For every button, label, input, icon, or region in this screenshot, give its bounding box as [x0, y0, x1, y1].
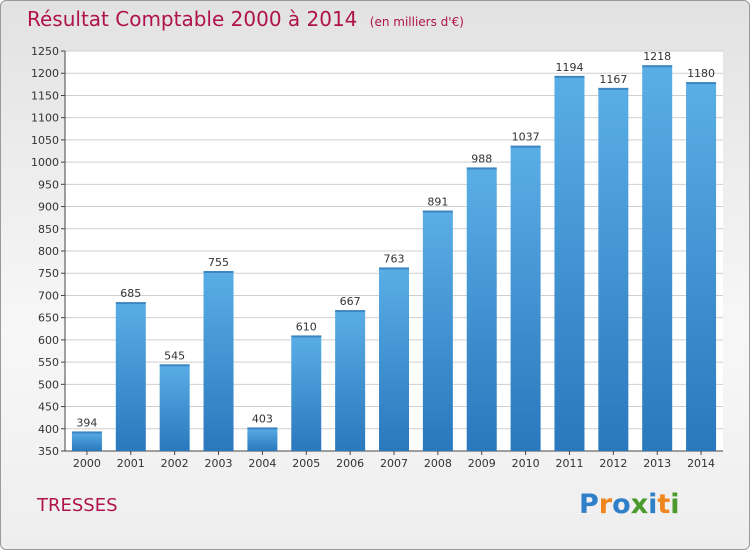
logo-letter: i — [648, 489, 658, 520]
title-unit: (en milliers d'€) — [369, 15, 464, 29]
y-tick-label: 400 — [38, 423, 59, 436]
bar-top-edge — [554, 75, 585, 78]
data-label: 1218 — [643, 50, 671, 63]
data-label: 1194 — [555, 61, 583, 74]
data-label: 403 — [252, 412, 273, 425]
y-tick-label: 800 — [38, 245, 59, 258]
data-label: 755 — [208, 256, 229, 269]
y-tick-label: 1100 — [31, 112, 59, 125]
x-tick-label: 2006 — [336, 457, 364, 470]
x-tick-label: 2008 — [424, 457, 452, 470]
x-tick-label: 2003 — [205, 457, 233, 470]
y-tick-label: 1200 — [31, 67, 59, 80]
data-label: 394 — [76, 416, 97, 429]
data-label: 763 — [384, 252, 405, 265]
bar-top-edge — [71, 431, 102, 434]
bar-top-edge — [422, 210, 453, 213]
bar — [379, 267, 409, 451]
data-label: 685 — [120, 287, 141, 300]
chart-title: Résultat Comptable 2000 à 2014 (en milli… — [27, 7, 464, 31]
bar — [159, 364, 190, 451]
y-tick-label: 1150 — [31, 89, 59, 102]
bar-top-edge — [291, 335, 322, 338]
bar-top-edge — [379, 267, 409, 270]
x-tick-label: 2004 — [248, 457, 276, 470]
data-label: 988 — [471, 152, 492, 165]
bar-top-edge — [466, 167, 497, 170]
data-label: 545 — [164, 349, 185, 362]
y-tick-label: 500 — [38, 378, 59, 391]
x-tick-label: 2010 — [512, 457, 540, 470]
y-tick-label: 1000 — [31, 156, 59, 169]
y-tick-label: 350 — [38, 445, 59, 458]
logo-letter: t — [657, 489, 671, 520]
data-label: 667 — [340, 295, 361, 308]
x-tick-label: 2000 — [73, 457, 101, 470]
y-tick-label: 900 — [38, 201, 59, 214]
bar — [510, 145, 541, 451]
y-tick-label: 750 — [38, 267, 59, 280]
bar-top-edge — [510, 145, 541, 148]
y-tick-label: 1250 — [31, 45, 59, 58]
logo-letter: i — [670, 489, 680, 520]
x-tick-label: 2013 — [643, 457, 671, 470]
x-tick-label: 2002 — [161, 457, 189, 470]
x-tick-label: 2007 — [380, 457, 408, 470]
bar — [335, 310, 366, 451]
y-tick-label: 850 — [38, 223, 59, 236]
bar-top-edge — [598, 87, 629, 90]
bar — [598, 87, 629, 451]
bar — [642, 65, 673, 451]
data-label: 891 — [427, 196, 448, 209]
y-tick-label: 550 — [38, 356, 59, 369]
bar — [115, 302, 146, 451]
x-tick-label: 2005 — [292, 457, 320, 470]
bar — [247, 427, 278, 451]
logo-letter: o — [612, 489, 631, 520]
proxiti-logo: Proxiti — [579, 489, 680, 520]
bar — [466, 167, 497, 451]
bar-top-edge — [115, 302, 146, 305]
y-tick-label: 950 — [38, 178, 59, 191]
data-label: 1037 — [512, 131, 540, 144]
data-label: 1167 — [599, 73, 627, 86]
commune-name: TRESSES — [37, 495, 118, 516]
bar — [71, 431, 102, 451]
logo-letter: P — [579, 489, 599, 520]
y-tick-label: 600 — [38, 334, 59, 347]
y-tick-label: 1050 — [31, 134, 59, 147]
data-label: 1180 — [687, 67, 715, 80]
x-tick-label: 2001 — [117, 457, 145, 470]
bar-top-edge — [247, 427, 278, 430]
x-tick-label: 2014 — [687, 457, 715, 470]
bar-top-edge — [686, 82, 717, 85]
y-tick-label: 650 — [38, 312, 59, 325]
bar — [291, 335, 322, 451]
y-tick-label: 700 — [38, 289, 59, 302]
data-label: 610 — [296, 320, 317, 333]
y-tick-label: 450 — [38, 401, 59, 414]
x-tick-label: 2009 — [468, 457, 496, 470]
bar — [554, 75, 585, 451]
bar-top-edge — [203, 271, 234, 273]
bar — [422, 210, 453, 451]
bar — [203, 271, 234, 451]
logo-letter: x — [630, 489, 649, 520]
bar — [686, 82, 717, 451]
bar-top-edge — [335, 310, 366, 313]
x-tick-label: 2012 — [599, 457, 627, 470]
bar-top-edge — [642, 65, 673, 68]
x-tick-label: 2011 — [555, 457, 583, 470]
bar-top-edge — [159, 364, 190, 367]
title-text: Résultat Comptable 2000 à 2014 — [27, 7, 358, 31]
logo-letter: r — [598, 489, 613, 520]
